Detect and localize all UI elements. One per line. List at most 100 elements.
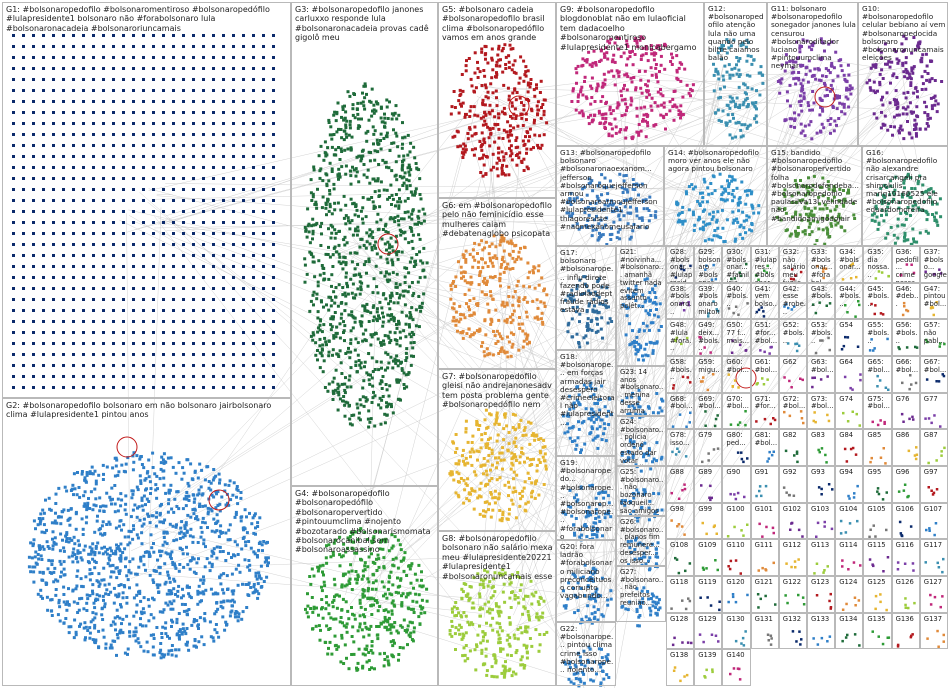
graph-node (378, 205, 382, 209)
graph-node (418, 193, 422, 196)
graph-node (343, 116, 347, 120)
graph-node (103, 545, 106, 549)
graph-node (182, 56, 185, 59)
graph-node (22, 56, 25, 59)
graph-node (512, 309, 516, 313)
graph-node (390, 141, 394, 145)
graph-node (163, 562, 167, 566)
graph-node (232, 111, 235, 114)
graph-node (351, 202, 355, 206)
graph-node (508, 596, 512, 600)
graph-node (84, 575, 88, 579)
graph-node (222, 254, 225, 257)
graph-node (349, 197, 353, 201)
graph-node (480, 148, 484, 152)
graph-edge (156, 195, 632, 231)
graph-node (42, 34, 45, 37)
graph-node (459, 331, 463, 334)
graph-node (226, 599, 230, 603)
graph-node (214, 591, 218, 595)
graph-node (490, 76, 494, 80)
graph-node (386, 334, 390, 338)
graph-node (461, 336, 465, 340)
graph-node (73, 618, 77, 622)
graph-node (12, 353, 15, 356)
graph-node (489, 413, 493, 417)
graph-node (404, 322, 408, 326)
graph-node (466, 132, 470, 135)
graph-node (88, 470, 92, 474)
graph-node (32, 144, 35, 147)
graph-node (354, 577, 358, 581)
graph-node (132, 122, 135, 125)
graph-node (156, 558, 159, 562)
graph-node (236, 583, 240, 587)
graph-node (514, 117, 518, 120)
graph-node (479, 464, 483, 468)
graph-node (184, 504, 188, 508)
graph-node (140, 531, 144, 535)
graph-edge (587, 403, 596, 681)
graph-node (379, 341, 382, 345)
graph-node (514, 490, 518, 493)
graph-node (491, 256, 495, 260)
graph-node (498, 277, 502, 281)
graph-node (82, 287, 85, 290)
graph-node (371, 536, 375, 540)
graph-node (177, 507, 181, 511)
graph-node (135, 603, 139, 607)
graph-node (329, 323, 333, 327)
graph-node (155, 496, 159, 500)
graph-node (306, 592, 309, 596)
graph-node (512, 486, 516, 490)
graph-node (144, 624, 148, 628)
graph-node (192, 309, 195, 312)
graph-node (304, 607, 307, 611)
graph-node (499, 284, 502, 288)
graph-node (102, 472, 105, 476)
graph-node (188, 567, 192, 571)
graph-node (121, 551, 125, 554)
graph-node (468, 253, 472, 256)
graph-node (198, 616, 202, 620)
graph-node (524, 625, 528, 629)
graph-node (94, 597, 98, 601)
graph-node (472, 507, 476, 511)
graph-node (252, 89, 255, 92)
graph-node (103, 583, 107, 587)
graph-node (162, 254, 165, 257)
graph-node (348, 227, 352, 231)
graph-node (327, 603, 331, 607)
graph-node (232, 600, 236, 604)
graph-node (202, 342, 205, 345)
graph-node (169, 557, 173, 561)
graph-node (539, 317, 543, 321)
graph-node (166, 570, 170, 574)
graph-node (380, 366, 383, 370)
graph-node (195, 561, 199, 565)
graph-node (120, 463, 124, 467)
graph-node (332, 598, 336, 602)
graph-node (353, 348, 357, 352)
graph-edge (621, 69, 931, 188)
graph-node (262, 199, 265, 202)
graph-node (80, 472, 84, 476)
graph-node (242, 100, 245, 103)
graph-node (350, 260, 354, 264)
graph-node (540, 106, 543, 109)
graph-node (542, 301, 546, 305)
graph-node (526, 276, 530, 280)
graph-node (152, 375, 155, 378)
graph-node (334, 331, 338, 335)
graph-node (22, 375, 25, 378)
graph-node (510, 242, 514, 246)
graph-node (418, 177, 422, 181)
graph-node (417, 615, 421, 619)
graph-node (495, 60, 499, 64)
graph-node (42, 523, 46, 527)
graph-node (500, 451, 504, 455)
graph-node (462, 611, 466, 614)
graph-edge (158, 79, 708, 225)
graph-node (94, 497, 98, 501)
graph-node (341, 399, 344, 403)
